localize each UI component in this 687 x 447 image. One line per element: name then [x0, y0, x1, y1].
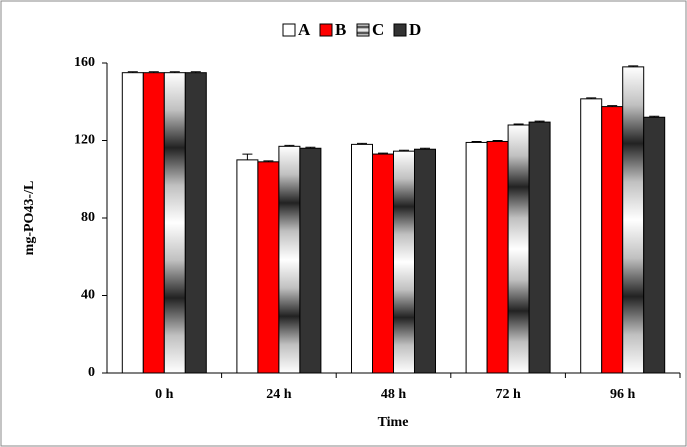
legend-label: B — [335, 20, 346, 39]
error-bar — [399, 149, 409, 152]
bar — [393, 150, 415, 374]
x-axis-label: Time — [378, 415, 409, 430]
bar — [528, 121, 551, 374]
x-tick-label: 24 h — [266, 387, 292, 402]
y-tick-label: 160 — [74, 55, 95, 70]
error-bar — [169, 71, 180, 73]
bar — [163, 72, 186, 374]
legend-label: A — [298, 20, 311, 39]
error-bar — [242, 153, 253, 160]
bar — [351, 143, 373, 374]
bar — [580, 98, 603, 374]
bar — [278, 145, 301, 374]
error-bar — [607, 105, 618, 107]
legend-label: C — [372, 20, 384, 39]
error-bar — [357, 142, 367, 145]
error-bar — [586, 97, 597, 99]
bar — [622, 66, 645, 374]
bar — [372, 153, 394, 374]
error-bar — [420, 147, 430, 150]
error-bar — [148, 71, 159, 73]
error-bar — [190, 71, 201, 73]
bar — [236, 159, 259, 374]
bar — [299, 147, 322, 374]
bar — [643, 116, 666, 374]
error-bar — [127, 71, 138, 73]
legend-label: D — [409, 20, 421, 39]
bar — [465, 141, 488, 374]
y-tick-label: 80 — [81, 210, 95, 225]
y-tick-label: 40 — [81, 288, 95, 303]
error-bar — [628, 65, 639, 67]
error-bar — [263, 160, 274, 162]
x-tick-label: 72 h — [495, 387, 521, 402]
error-bar — [471, 140, 482, 143]
bar — [257, 161, 280, 374]
bar — [184, 72, 207, 374]
x-tick-label: 0 h — [155, 387, 174, 402]
bar — [142, 72, 165, 374]
legend-swatch — [356, 23, 370, 37]
error-bar — [513, 123, 524, 125]
bar — [414, 148, 436, 374]
bar — [486, 140, 509, 374]
bar — [121, 72, 144, 374]
legend-swatch — [282, 23, 296, 37]
error-bar — [305, 146, 316, 149]
error-bar — [649, 115, 660, 118]
error-bar — [492, 140, 503, 142]
y-tick-label: 0 — [88, 365, 95, 380]
legend-swatch — [319, 23, 333, 37]
x-tick-label: 96 h — [610, 387, 636, 402]
error-bar — [534, 120, 545, 123]
x-tick-label: 48 h — [381, 387, 407, 402]
bar — [507, 124, 530, 374]
bar — [601, 106, 624, 374]
legend-swatch — [393, 23, 407, 37]
y-axis-label: mg-PO43-/L — [22, 181, 37, 256]
error-bar — [378, 152, 388, 155]
error-bar — [284, 144, 295, 147]
y-tick-label: 120 — [74, 133, 95, 148]
